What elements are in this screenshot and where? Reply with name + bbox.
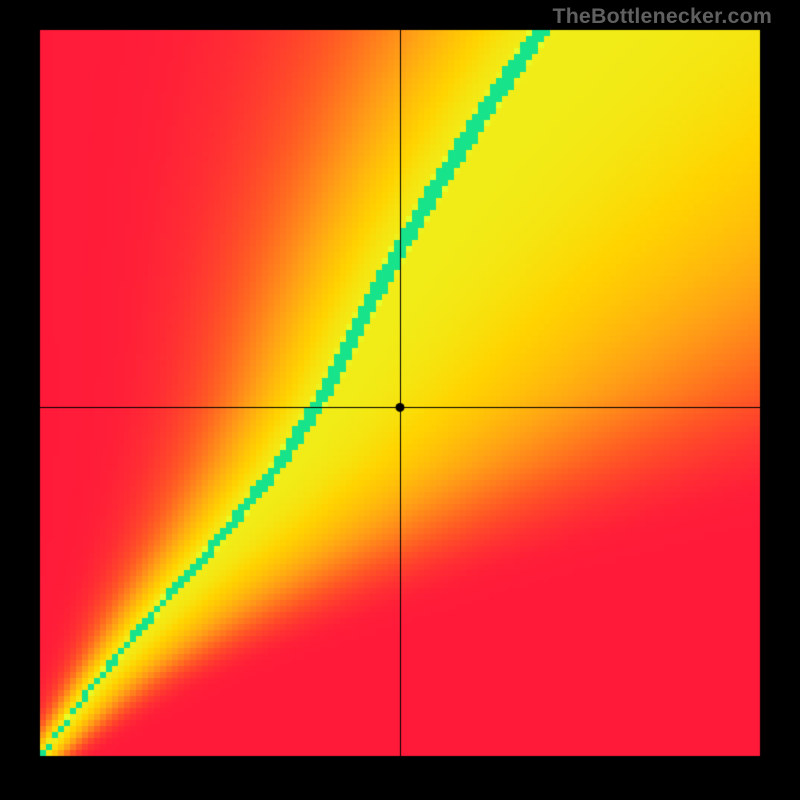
heatmap-canvas: [0, 0, 800, 800]
watermark-text: TheBottlenecker.com: [552, 4, 772, 29]
chart-container: TheBottlenecker.com: [0, 0, 800, 800]
